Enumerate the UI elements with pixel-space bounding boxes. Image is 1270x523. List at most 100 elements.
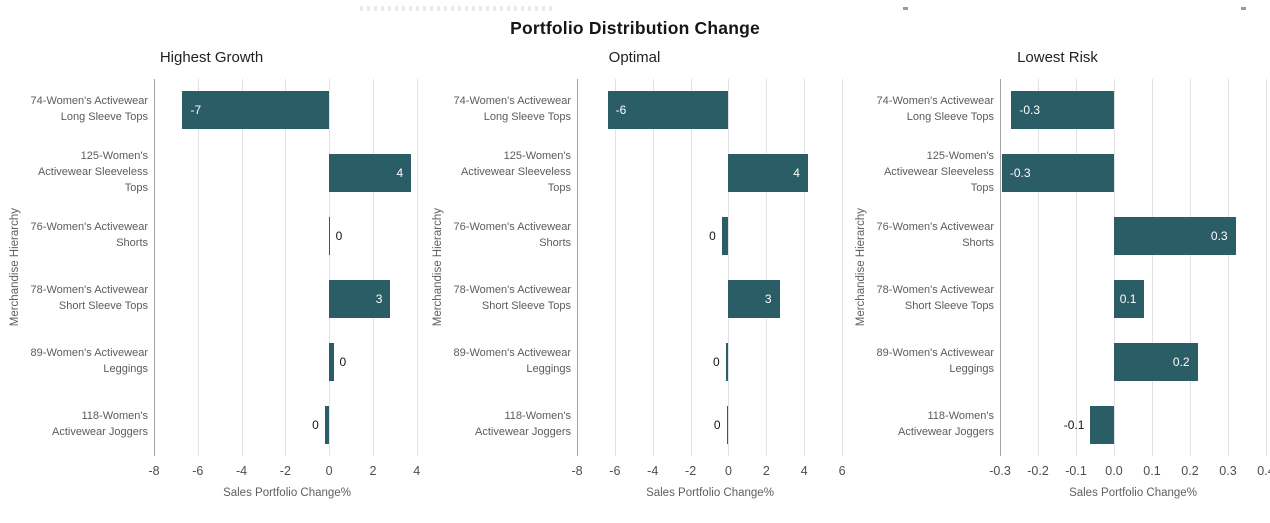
bar[interactable]: 0.1 xyxy=(1114,279,1145,318)
tick-label: 0.0 xyxy=(1105,464,1123,478)
category-label: 78-Women's Activewear Short Sleeve Tops xyxy=(876,283,994,312)
gridline xyxy=(416,79,418,456)
bar-value-label: -7 xyxy=(190,103,202,118)
category-axis: 74-Women's Activewear Long Sleeve Tops 12… xyxy=(453,79,577,456)
x-axis-title: Sales Portfolio Change% xyxy=(646,487,774,499)
tick-label: 2 xyxy=(762,464,770,478)
category-label: 89-Women's Activewear Leggings xyxy=(453,346,571,375)
tick-label: 0.1 xyxy=(1143,464,1161,478)
bar-value-label: 0 xyxy=(709,229,716,244)
plot-area: -0.3 -0.3 0.3 0.1 0.2 -0.1 xyxy=(1000,79,1267,456)
bar-row: 3 xyxy=(154,279,420,318)
gridline xyxy=(1190,79,1191,456)
x-axis-ticks: -0.3 -0.2 -0.1 0.0 0.1 0.2 0.3 0.4 xyxy=(989,464,1270,480)
chart-title: Highest Growth xyxy=(159,49,264,66)
screen-artifact xyxy=(360,6,555,11)
bar-value-label: 4 xyxy=(396,166,404,181)
gridline xyxy=(1266,79,1267,456)
gridline xyxy=(690,79,692,456)
bar[interactable]: 0.3 xyxy=(1114,217,1236,256)
bar[interactable]: -0.3 xyxy=(1011,91,1114,130)
gridline xyxy=(614,79,616,456)
bar[interactable]: -7 xyxy=(182,91,330,130)
bar[interactable]: 4 xyxy=(329,154,412,193)
gridline xyxy=(1076,79,1077,456)
tick-label: -6 xyxy=(192,464,204,478)
bar-value-label: 4 xyxy=(793,166,800,181)
gridline xyxy=(652,79,654,456)
gridline xyxy=(1114,79,1115,456)
bar-row: 0 xyxy=(577,217,843,256)
tick-label: 0.3 xyxy=(1219,464,1237,478)
tick-label: -0.3 xyxy=(989,464,1011,478)
bar-row: 0 xyxy=(577,342,843,381)
bar[interactable]: 0.2 xyxy=(1114,342,1198,381)
gridline xyxy=(1152,79,1153,456)
bar[interactable]: 3 xyxy=(329,279,391,318)
tick-label: -8 xyxy=(571,464,583,478)
bar-row: 0 xyxy=(154,217,420,256)
chart-panel-highest-growth: Highest Growth Merchandise Hierarchy 74-… xyxy=(0,45,423,499)
tick-label: 0.2 xyxy=(1181,464,1199,478)
gridline xyxy=(285,79,287,456)
bar-row: 0.3 xyxy=(1000,217,1266,256)
tick-label: 4 xyxy=(800,464,808,478)
bar-value-label: -6 xyxy=(615,103,627,118)
bar-row: -7 xyxy=(154,91,420,130)
tick-label: -8 xyxy=(148,464,160,478)
bar-value-label: 0.2 xyxy=(1172,354,1190,369)
gridline xyxy=(197,79,199,456)
bar[interactable] xyxy=(324,405,330,444)
screen-artifact xyxy=(1241,7,1246,10)
tick-label: -0.2 xyxy=(1027,464,1049,478)
gridline xyxy=(372,79,374,456)
category-axis: 74-Women's Activewear Long Sleeve Tops 12… xyxy=(876,79,1000,456)
y-axis-title: Merchandise Hierarchy xyxy=(9,208,21,327)
gridline xyxy=(842,79,844,456)
bar[interactable]: -6 xyxy=(607,91,729,130)
y-axis-line xyxy=(577,79,578,456)
bar[interactable] xyxy=(725,342,729,381)
bar[interactable]: 4 xyxy=(728,154,808,193)
category-label: 78-Women's Activewear Short Sleeve Tops xyxy=(30,283,148,312)
bar-value-label: 0 xyxy=(339,354,347,369)
y-axis-title: Merchandise Hierarchy xyxy=(855,208,867,327)
bar[interactable] xyxy=(726,405,729,444)
category-label: 125-Women's Activewear Sleeveless Tops xyxy=(37,150,148,195)
tick-label: 0 xyxy=(325,464,333,478)
screen-artifact xyxy=(903,7,908,10)
gridline xyxy=(804,79,806,456)
x-axis-title: Sales Portfolio Change% xyxy=(1069,487,1197,499)
chart-panel-optimal: Optimal Merchandise Hierarchy 74-Women's… xyxy=(423,45,846,499)
bar-value-label: 0 xyxy=(312,417,319,432)
category-label: 74-Women's Activewear Long Sleeve Tops xyxy=(30,95,148,124)
bar[interactable] xyxy=(1090,405,1114,444)
category-label: 76-Women's Activewear Shorts xyxy=(876,221,994,250)
x-axis-title: Sales Portfolio Change% xyxy=(223,487,351,499)
bar[interactable] xyxy=(721,217,729,256)
gridline xyxy=(241,79,243,456)
tick-label: -2 xyxy=(279,464,291,478)
y-axis-line xyxy=(1000,79,1001,456)
bar[interactable]: -0.3 xyxy=(1001,154,1114,193)
bar-row: -6 xyxy=(577,91,843,130)
gridline xyxy=(1038,79,1039,456)
bar-row: 0.2 xyxy=(1000,342,1266,381)
tick-label: -4 xyxy=(236,464,248,478)
bar-row: 4 xyxy=(577,154,843,193)
chart-title: Lowest Risk xyxy=(1017,49,1098,66)
tick-label: 2 xyxy=(369,464,377,478)
bar[interactable] xyxy=(329,342,334,381)
tick-label: 4 xyxy=(413,464,421,478)
category-label: 125-Women's Activewear Sleeveless Tops xyxy=(460,150,571,195)
category-label: 89-Women's Activewear Leggings xyxy=(876,346,994,375)
bar[interactable]: 3 xyxy=(728,279,780,318)
gridline xyxy=(329,79,331,456)
tick-label: 6 xyxy=(838,464,846,478)
category-label: 118-Women's Activewear Joggers xyxy=(475,409,571,438)
tick-label: -6 xyxy=(609,464,621,478)
page-title: Portfolio Distribution Change xyxy=(510,18,760,38)
charts-container: Highest Growth Merchandise Hierarchy 74-… xyxy=(0,45,1270,499)
gridline xyxy=(728,79,730,456)
category-axis: 74-Women's Activewear Long Sleeve Tops 12… xyxy=(30,79,154,456)
